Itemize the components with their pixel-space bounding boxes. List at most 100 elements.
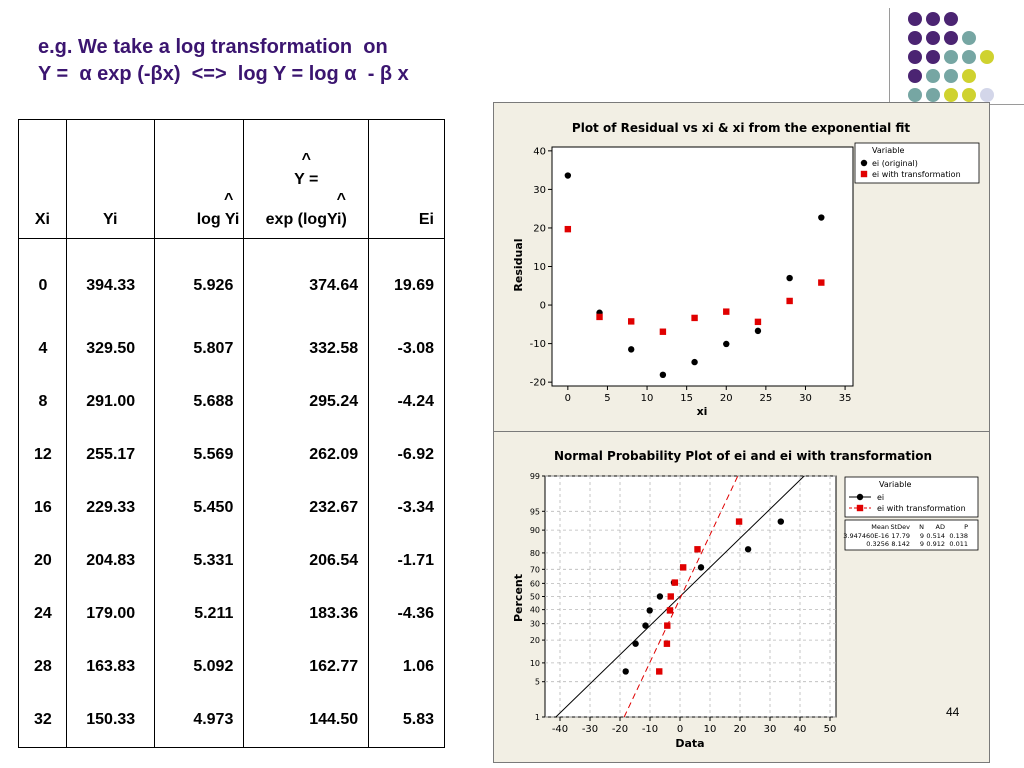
- x-tick-label: 35: [839, 393, 852, 404]
- y-tick-label: 60: [530, 579, 540, 588]
- x-axis-label: Data: [675, 737, 704, 750]
- header-ei: Ei: [368, 119, 445, 239]
- data-point: [664, 622, 671, 629]
- x-tick-label: 20: [720, 393, 733, 404]
- header-yhat-eq: Y =: [294, 171, 319, 188]
- cell-yi: 229.33: [65, 481, 155, 535]
- cell-yi: 163.83: [65, 640, 155, 694]
- data-point: [691, 358, 698, 366]
- header-logyi-hat: ^: [224, 191, 234, 208]
- stats-cell: 17.79: [891, 532, 910, 540]
- stats-header: StDev: [890, 523, 910, 531]
- y-tick-label: 10: [530, 659, 540, 668]
- stats-cell: 3.947460E-16: [843, 532, 889, 540]
- legend-label: ei: [877, 493, 884, 502]
- cell-yi: 204.83: [65, 534, 155, 588]
- table-row: 12 255.17 5.569 262.09 -6.92: [18, 428, 445, 482]
- x-tick-label: 0: [565, 393, 571, 404]
- data-point: [754, 318, 762, 326]
- decorative-dot: [926, 69, 940, 83]
- data-point: [691, 314, 698, 322]
- data-point: [679, 564, 687, 571]
- y-tick-label: -10: [530, 339, 546, 350]
- decorative-dot: [926, 12, 940, 26]
- table-row: 20 204.83 5.331 206.54 -1.71: [18, 534, 445, 588]
- x-tick-label: 30: [799, 393, 812, 404]
- cell-yi: 179.00: [65, 587, 155, 641]
- decorative-vertical-line: [889, 8, 890, 108]
- cell-xi: 16: [18, 481, 67, 535]
- title-line-2: Y = α exp (-βx) <=> log Y = log α - β x: [38, 63, 409, 85]
- cell-xi: 32: [18, 693, 67, 748]
- data-point: [754, 327, 762, 335]
- data-point: [596, 313, 603, 321]
- y-tick-label: 30: [530, 620, 540, 629]
- stats-cell: 0.138: [949, 532, 968, 540]
- title-line-1: e.g. We take a log transformation on: [38, 36, 388, 58]
- data-point: [744, 546, 752, 553]
- stats-cell: 8.142: [891, 540, 910, 548]
- stats-header: Mean: [871, 523, 889, 531]
- x-tick-label: 0: [677, 724, 683, 735]
- x-tick-label: -10: [642, 724, 658, 735]
- cell-ei: 1.06: [368, 640, 445, 694]
- cell-ei: 5.83: [368, 693, 445, 748]
- cell-logyi: 5.331: [153, 534, 245, 588]
- cell-logyi: 5.569: [153, 428, 245, 482]
- cell-logyi: 4.973: [153, 693, 245, 748]
- x-axis-label: xi: [697, 405, 708, 418]
- data-point: [632, 640, 639, 647]
- decorative-dot-grid: [908, 12, 1018, 112]
- data-point: [671, 579, 679, 586]
- x-tick-label: 40: [794, 724, 807, 735]
- fit-line: [555, 476, 805, 717]
- y-tick-label: 90: [530, 526, 540, 535]
- x-tick-label: 15: [680, 393, 693, 404]
- data-point: [667, 593, 674, 600]
- data-point: [656, 668, 663, 675]
- cell-yhat: 295.24: [243, 375, 370, 429]
- cell-logyi: 5.211: [153, 587, 245, 641]
- data-point: [723, 308, 730, 315]
- probability-plot-panel: Normal Probability Plot of ei and ei wit…: [493, 431, 990, 763]
- y-tick-label: 99: [530, 472, 540, 481]
- cell-logyi: 5.450: [153, 481, 245, 535]
- x-tick-label: 30: [764, 724, 777, 735]
- decorative-dot: [944, 12, 958, 26]
- decorative-dot: [944, 50, 958, 64]
- y-tick-label: 95: [530, 507, 540, 516]
- cell-ei: -4.24: [368, 375, 445, 429]
- data-point: [786, 297, 793, 305]
- legend-title: Variable: [872, 146, 904, 155]
- decorative-dot: [908, 69, 922, 83]
- stats-header: AD: [936, 523, 945, 531]
- cell-yhat: 374.64: [243, 238, 370, 322]
- decorative-dot: [962, 69, 976, 83]
- table-row: 28 163.83 5.092 162.77 1.06: [18, 640, 445, 694]
- x-tick-label: -20: [612, 724, 628, 735]
- header-yi: Yi: [65, 119, 155, 239]
- cell-xi: 0: [18, 238, 67, 322]
- legend-label: ei (original): [872, 159, 918, 168]
- y-tick-label: 70: [530, 565, 540, 574]
- table-row: 24 179.00 5.211 183.36 -4.36: [18, 587, 445, 641]
- cell-yi: 291.00: [65, 375, 155, 429]
- decorative-dot: [926, 50, 940, 64]
- data-point: [697, 564, 705, 571]
- data-point: [818, 214, 825, 221]
- data-point: [564, 172, 572, 179]
- header-yhat: ^ Y = ^ exp (logYi): [243, 119, 370, 239]
- x-tick-label: -30: [582, 724, 598, 735]
- decorative-dot: [962, 50, 976, 64]
- y-tick-label: -20: [530, 378, 546, 389]
- y-tick-label: 40: [533, 146, 546, 157]
- cell-xi: 8: [18, 375, 67, 429]
- header-yhat-expr: exp (logYi): [265, 211, 347, 228]
- stats-cell: 0.011: [949, 540, 968, 548]
- data-point: [628, 346, 635, 353]
- data-point: [663, 640, 671, 647]
- y-tick-label: 80: [530, 549, 540, 558]
- stats-header: N: [919, 523, 924, 531]
- decorative-dot: [944, 88, 958, 102]
